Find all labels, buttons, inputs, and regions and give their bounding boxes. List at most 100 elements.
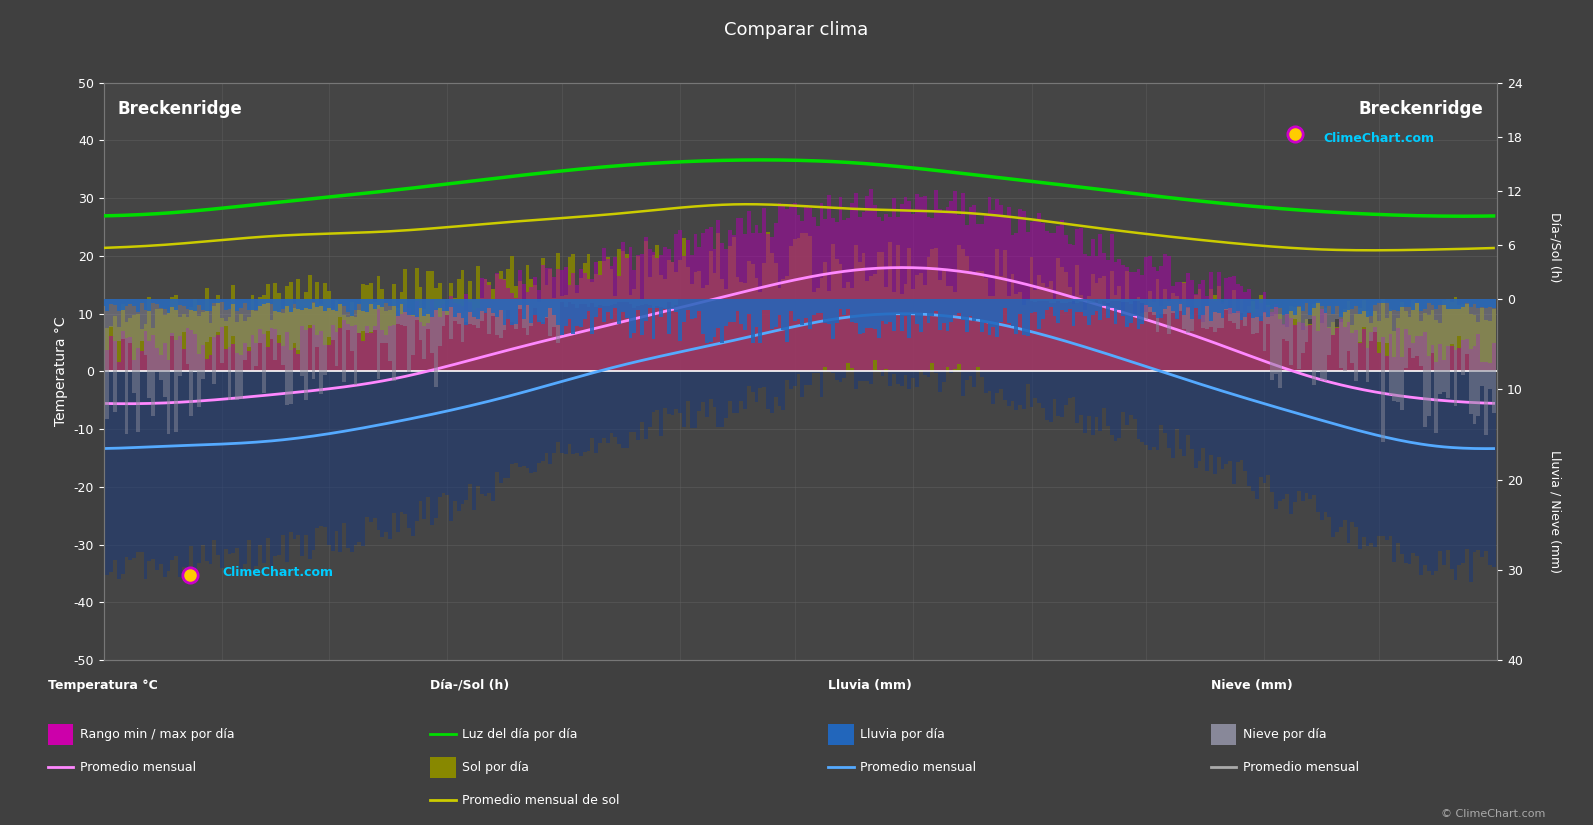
Bar <box>170 371 174 560</box>
Bar <box>1354 330 1357 371</box>
Bar <box>922 299 927 313</box>
Bar <box>1308 326 1313 371</box>
Bar <box>327 291 331 371</box>
Bar <box>578 278 583 371</box>
Bar <box>507 288 510 371</box>
Bar <box>285 299 288 306</box>
Bar <box>1045 371 1048 420</box>
Bar <box>804 299 808 318</box>
Bar <box>315 299 319 307</box>
Bar <box>1491 309 1496 371</box>
Bar <box>392 299 395 381</box>
Bar <box>725 248 728 371</box>
Bar <box>449 283 452 371</box>
Bar <box>709 252 712 371</box>
Bar <box>121 299 124 338</box>
Bar <box>247 371 250 540</box>
Bar <box>1163 254 1168 371</box>
Bar <box>1278 299 1282 309</box>
Bar <box>616 276 621 371</box>
Bar <box>629 299 632 304</box>
Bar <box>484 371 487 497</box>
Bar <box>408 315 411 371</box>
Bar <box>1316 299 1321 371</box>
Bar <box>744 234 747 371</box>
Bar <box>1048 280 1053 371</box>
Bar <box>914 299 919 324</box>
Bar <box>1171 285 1174 371</box>
Bar <box>1106 299 1110 318</box>
Bar <box>980 371 984 377</box>
Bar <box>996 371 999 393</box>
Bar <box>739 371 744 401</box>
Bar <box>591 282 594 371</box>
Bar <box>1423 299 1427 427</box>
Bar <box>876 252 881 371</box>
Bar <box>1343 309 1346 371</box>
Bar <box>162 315 167 371</box>
Bar <box>403 269 408 371</box>
Bar <box>991 299 996 328</box>
Bar <box>433 299 438 387</box>
Bar <box>602 261 605 371</box>
Bar <box>1384 299 1389 343</box>
Bar <box>922 196 927 371</box>
Bar <box>1395 299 1400 311</box>
Bar <box>419 299 422 309</box>
Bar <box>1179 299 1182 304</box>
Bar <box>1395 318 1400 371</box>
Bar <box>1301 323 1305 371</box>
Bar <box>706 229 709 371</box>
Bar <box>468 371 472 483</box>
Bar <box>1015 294 1018 371</box>
Bar <box>521 299 526 319</box>
Bar <box>946 299 949 332</box>
Bar <box>1488 321 1491 371</box>
Bar <box>808 236 812 371</box>
Bar <box>1294 299 1297 319</box>
Bar <box>537 299 540 320</box>
Bar <box>903 299 908 316</box>
Bar <box>430 371 433 525</box>
Bar <box>217 299 220 303</box>
Bar <box>1136 371 1141 440</box>
Bar <box>1308 324 1313 371</box>
Bar <box>1392 371 1395 562</box>
Bar <box>1155 279 1160 371</box>
Bar <box>503 280 507 371</box>
Bar <box>441 371 446 493</box>
Bar <box>280 346 285 371</box>
Bar <box>774 263 777 371</box>
Text: Lluvia / Nieve (mm): Lluvia / Nieve (mm) <box>1548 450 1561 573</box>
Bar <box>338 299 342 317</box>
Bar <box>895 245 900 371</box>
Bar <box>1415 371 1419 556</box>
Bar <box>116 328 121 371</box>
Bar <box>1086 299 1091 303</box>
Bar <box>640 299 644 305</box>
Bar <box>640 299 644 336</box>
Bar <box>1255 300 1258 371</box>
Bar <box>900 371 903 386</box>
Bar <box>900 294 903 371</box>
Bar <box>457 299 460 323</box>
Bar <box>414 371 419 521</box>
Bar <box>977 271 980 371</box>
Bar <box>521 308 526 371</box>
Bar <box>895 371 900 384</box>
Bar <box>1193 371 1198 468</box>
Bar <box>1239 371 1244 460</box>
Bar <box>621 299 624 302</box>
Bar <box>362 284 365 371</box>
Bar <box>178 299 182 376</box>
Bar <box>1086 299 1091 325</box>
Bar <box>261 295 266 371</box>
Bar <box>624 254 629 371</box>
Bar <box>151 335 155 371</box>
Bar <box>629 295 632 371</box>
Bar <box>167 361 170 371</box>
Bar <box>228 299 231 309</box>
Bar <box>457 371 460 511</box>
Bar <box>1294 325 1297 371</box>
Bar <box>1129 304 1133 371</box>
